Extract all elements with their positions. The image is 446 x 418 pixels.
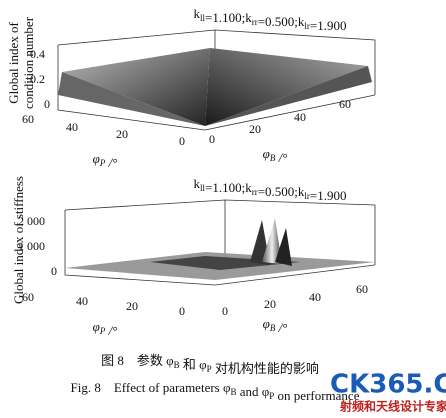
p-tick-label: 0 (179, 304, 185, 318)
b-tick-label: 60 (356, 282, 368, 296)
panel-title: kll=1.100;krr=0.500;klr=1.900 (193, 6, 346, 33)
p-tick-label: 20 (126, 299, 138, 313)
z-axis-label: Global index of stiffness (11, 176, 26, 304)
b-axis-label-part: /° (275, 150, 287, 165)
p-axis-label-part: /° (105, 155, 117, 170)
b-tick-label: 40 (294, 110, 306, 124)
p-tick-label: 60 (22, 112, 34, 126)
p-axis-label-sub: P (99, 326, 106, 336)
caption-cn-part: 和 φ (180, 357, 207, 372)
watermark-slogan: 射频和天线设计专家 (339, 399, 446, 414)
p-axis-label-part: /° (105, 323, 117, 338)
p-axis-label: φP /° (93, 151, 118, 170)
p-axis-label-part: φ (93, 151, 100, 166)
panel-title-part: =0.500;k (258, 184, 305, 199)
panel-title-sub: lr (304, 191, 310, 201)
caption-en-sub: P (269, 391, 274, 401)
p-tick-label: 40 (76, 294, 88, 308)
b-tick-label: 60 (339, 97, 351, 111)
panel-title-sub: rr (252, 17, 258, 27)
bottom-plot (64, 199, 376, 286)
z-axis-label: condition number (21, 16, 36, 109)
b-tick-label: 0 (209, 132, 215, 146)
z-axis-label: Global index of (6, 22, 21, 104)
panel-title-part: k (193, 176, 200, 191)
p-tick-label: 40 (66, 120, 78, 134)
b-tick-label: 20 (249, 122, 261, 136)
z-tick-label: 0.4 (30, 47, 45, 61)
b-tick-label: 20 (264, 297, 276, 311)
z-tick-label: 0 (51, 264, 57, 278)
caption-cn-part: 对机构性能的影响 (212, 361, 319, 376)
panel-title-part: =1.100;k (205, 180, 252, 195)
panel-title-part: =1.900 (310, 18, 347, 33)
caption-en: Fig. 8 Effect of parameters φB and φP on… (71, 380, 360, 403)
panel-title-part: =0.500;k (258, 14, 305, 29)
p-tick-label: 0 (179, 134, 185, 148)
z-tick-label: 0.2 (30, 72, 45, 86)
caption-en-part: and φ (237, 384, 270, 399)
caption-cn-sub: B (174, 360, 180, 370)
b-axis-label: φB /° (263, 146, 288, 165)
caption-cn-sub: P (207, 364, 212, 374)
p-axis-label: φP /° (93, 319, 118, 338)
panel-title-sub: ll (200, 183, 206, 193)
b-tick-label: 40 (309, 290, 321, 304)
panel-title-part: =1.100;k (205, 10, 252, 25)
caption-cn-part: 图 8 参数 φ (101, 353, 174, 368)
b-axis-label-part: φ (263, 146, 270, 161)
top-plot (57, 29, 376, 131)
p-axis-label-sub: P (99, 158, 106, 168)
p-tick-label: 20 (116, 127, 128, 141)
panel-title-part: =1.900 (310, 188, 347, 203)
caption-en-sub: B (230, 387, 236, 397)
panel-title-sub: ll (200, 13, 206, 23)
panel-title-sub: rr (252, 187, 258, 197)
b-tick-label: 0 (222, 304, 228, 318)
z-tick-label: 1 000 (18, 239, 45, 253)
caption-en-part: Fig. 8 Effect of parameters φ (71, 380, 231, 395)
panel-title-part: k (193, 6, 200, 21)
watermark-logo: CK365.CN (330, 370, 446, 400)
z-tick-label: 2 000 (18, 214, 45, 228)
b-axis-label-sub: B (270, 153, 276, 163)
b-axis-label-part: /° (275, 320, 287, 335)
panel-title: kll=1.100;krr=0.500;klr=1.900 (193, 176, 346, 203)
caption-en-part: on performance (274, 388, 359, 403)
panel-title-sub: lr (304, 21, 310, 31)
b-axis-label-part: φ (263, 316, 270, 331)
p-axis-label-part: φ (93, 319, 100, 334)
b-axis-label-sub: B (270, 323, 276, 333)
caption-cn: 图 8 参数 φB 和 φP 对机构性能的影响 (101, 353, 319, 376)
p-tick-label: 60 (22, 290, 34, 304)
z-tick-label: 0 (44, 97, 50, 111)
b-axis-label: φB /° (263, 316, 288, 335)
